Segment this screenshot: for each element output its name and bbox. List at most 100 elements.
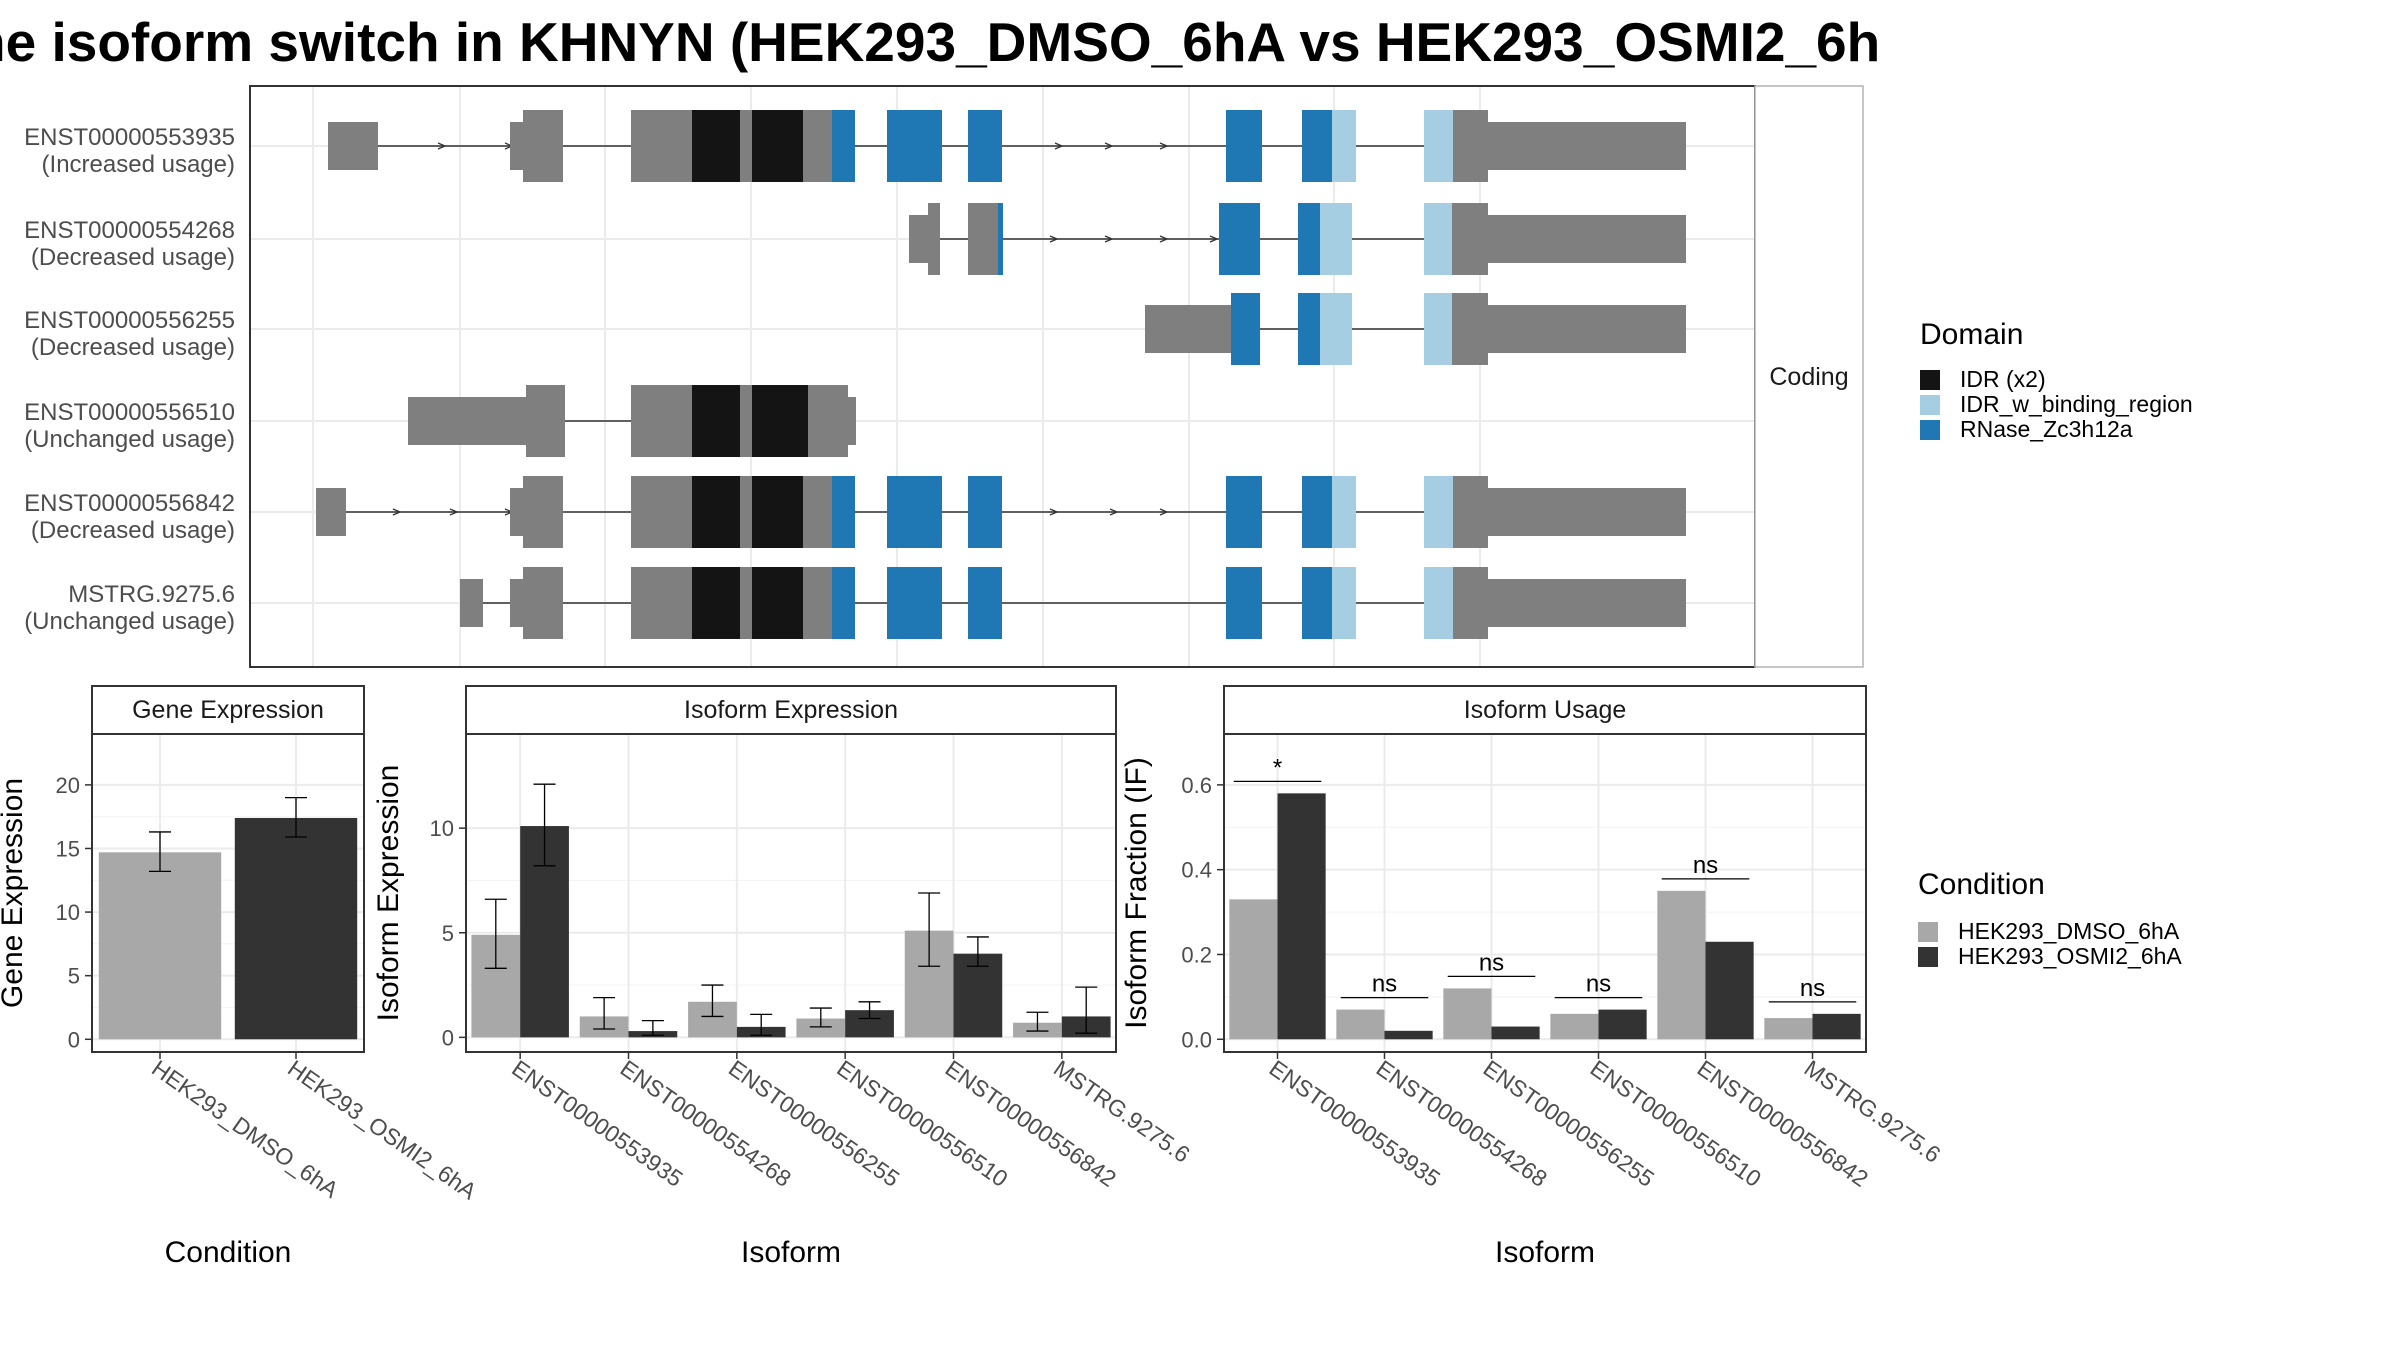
y-axis-label: Isoform Fraction (IF) xyxy=(1120,757,1153,1029)
error-bar xyxy=(966,936,989,967)
exon-block xyxy=(740,567,752,639)
transcript-track xyxy=(909,203,1686,275)
legend-item-idr: IDR (x2) xyxy=(1920,366,2046,393)
significance-label: ns xyxy=(1693,852,1718,879)
panel-title: Gene Expression xyxy=(132,696,324,724)
transcript-id-label: ENST00000556842 xyxy=(24,490,235,517)
strand-arrow xyxy=(1049,235,1059,243)
legend-item-osmi2: HEK293_OSMI2_6hA xyxy=(1918,943,2182,970)
exon-block xyxy=(1226,476,1262,548)
legend-label-idr: IDR (x2) xyxy=(1960,366,2046,392)
exon-block xyxy=(1424,293,1452,365)
exon-block xyxy=(1302,476,1332,548)
exon-block xyxy=(408,397,526,445)
exon-block xyxy=(526,385,565,457)
exon-block xyxy=(692,385,740,457)
strand-arrow xyxy=(1104,142,1114,150)
bar xyxy=(1443,988,1492,1040)
x-tick-label: ENST00000553935 xyxy=(1265,1055,1445,1192)
exon-block xyxy=(1298,293,1320,365)
transcript-track xyxy=(460,567,1686,639)
bar xyxy=(1384,1030,1433,1040)
transcript-status-label: (Unchanged usage) xyxy=(24,426,235,453)
error-bar xyxy=(1026,1011,1049,1032)
bar xyxy=(1598,1009,1647,1040)
exon-block xyxy=(1231,293,1260,365)
exon-block xyxy=(1453,476,1488,548)
error-bar xyxy=(918,892,941,967)
legend-label-idr-binding: IDR_w_binding_region xyxy=(1960,391,2193,417)
exon-block xyxy=(832,110,855,182)
panel-title: Isoform Expression xyxy=(684,696,898,724)
error-bar xyxy=(1075,986,1098,1034)
strand-arrow xyxy=(1159,235,1169,243)
exon-block xyxy=(808,385,848,457)
strand-arrow xyxy=(392,508,402,516)
structure-plot-bg xyxy=(250,86,1755,667)
significance-label: ns xyxy=(1372,971,1397,998)
exon-block xyxy=(631,385,692,457)
panel-strip xyxy=(91,685,365,735)
transcript-status-label: (Decreased usage) xyxy=(31,334,235,361)
strand-arrow xyxy=(437,142,447,150)
exon-block xyxy=(832,476,855,548)
legend-swatch-dmso xyxy=(1918,921,1938,942)
figure-title: ne isoform switch in KHNYN (HEK293_DMSO_… xyxy=(0,11,1881,73)
exon-block xyxy=(692,567,740,639)
exon-block xyxy=(832,567,855,639)
significance-label: ns xyxy=(1800,975,1825,1002)
isoform-usage-panel: Isoform Usage 0.0 0.2 0.4 0.6 Isoform Fractio… xyxy=(1120,685,1945,1269)
exon-block xyxy=(1145,305,1231,353)
exon-block xyxy=(968,203,998,275)
panel-border xyxy=(91,733,365,1053)
transcript-track xyxy=(408,385,856,457)
exon-block xyxy=(740,476,752,548)
facet-label-coding: Coding xyxy=(1769,363,1848,391)
exon-block xyxy=(1488,122,1686,170)
transcript-status-label: (Unchanged usage) xyxy=(24,608,235,635)
bar xyxy=(1491,1026,1540,1040)
transcript-id-label: MSTRG.9275.6 xyxy=(68,581,235,608)
transcript-status-label: (Increased usage) xyxy=(42,151,235,178)
exon-block xyxy=(1488,215,1686,263)
strand-arrow xyxy=(1109,508,1119,516)
exon-block xyxy=(1424,203,1452,275)
exon-block xyxy=(1452,203,1488,275)
exon-block xyxy=(1219,203,1260,275)
strand-arrow xyxy=(1054,142,1064,150)
transcript-id-label: ENST00000556510 xyxy=(24,399,235,426)
exon-block xyxy=(1488,488,1686,536)
exon-block xyxy=(1302,567,1332,639)
exon-block xyxy=(692,110,740,182)
exon-block xyxy=(887,110,942,182)
x-axis-label: Isoform xyxy=(1495,1236,1595,1269)
y-axis-label: Gene Expression xyxy=(0,778,29,1008)
exon-block xyxy=(1226,567,1262,639)
exon-block xyxy=(928,203,940,275)
exon-block xyxy=(316,488,346,536)
legend-item-idr-binding: IDR_w_binding_region xyxy=(1920,391,2193,418)
y-tick-label: 0.4 xyxy=(1181,858,1212,883)
exon-block xyxy=(740,385,752,457)
y-tick-label: 20 xyxy=(56,773,80,798)
panel-border xyxy=(465,733,1117,1053)
exon-block xyxy=(968,110,1002,182)
transcript-id-label: ENST00000554268 xyxy=(24,217,235,244)
error-bar xyxy=(484,898,507,969)
transcript-track xyxy=(1145,293,1686,365)
condition-legend-title: Condition xyxy=(1918,868,2045,901)
significance-label: ns xyxy=(1479,949,1504,976)
exon-block xyxy=(510,122,523,170)
bar xyxy=(234,817,358,1040)
error-bar xyxy=(858,1001,881,1020)
exon-block xyxy=(631,476,692,548)
error-bar xyxy=(750,1013,773,1036)
panel-strip xyxy=(465,685,1117,735)
y-tick-label: 5 xyxy=(442,921,454,946)
x-axis-label: Condition xyxy=(165,1236,292,1269)
legend-swatch-osmi2 xyxy=(1918,946,1938,967)
legend-item-rnase: RNase_Zc3h12a xyxy=(1920,416,2133,443)
x-tick-label: ENST00000556255 xyxy=(1479,1055,1659,1192)
